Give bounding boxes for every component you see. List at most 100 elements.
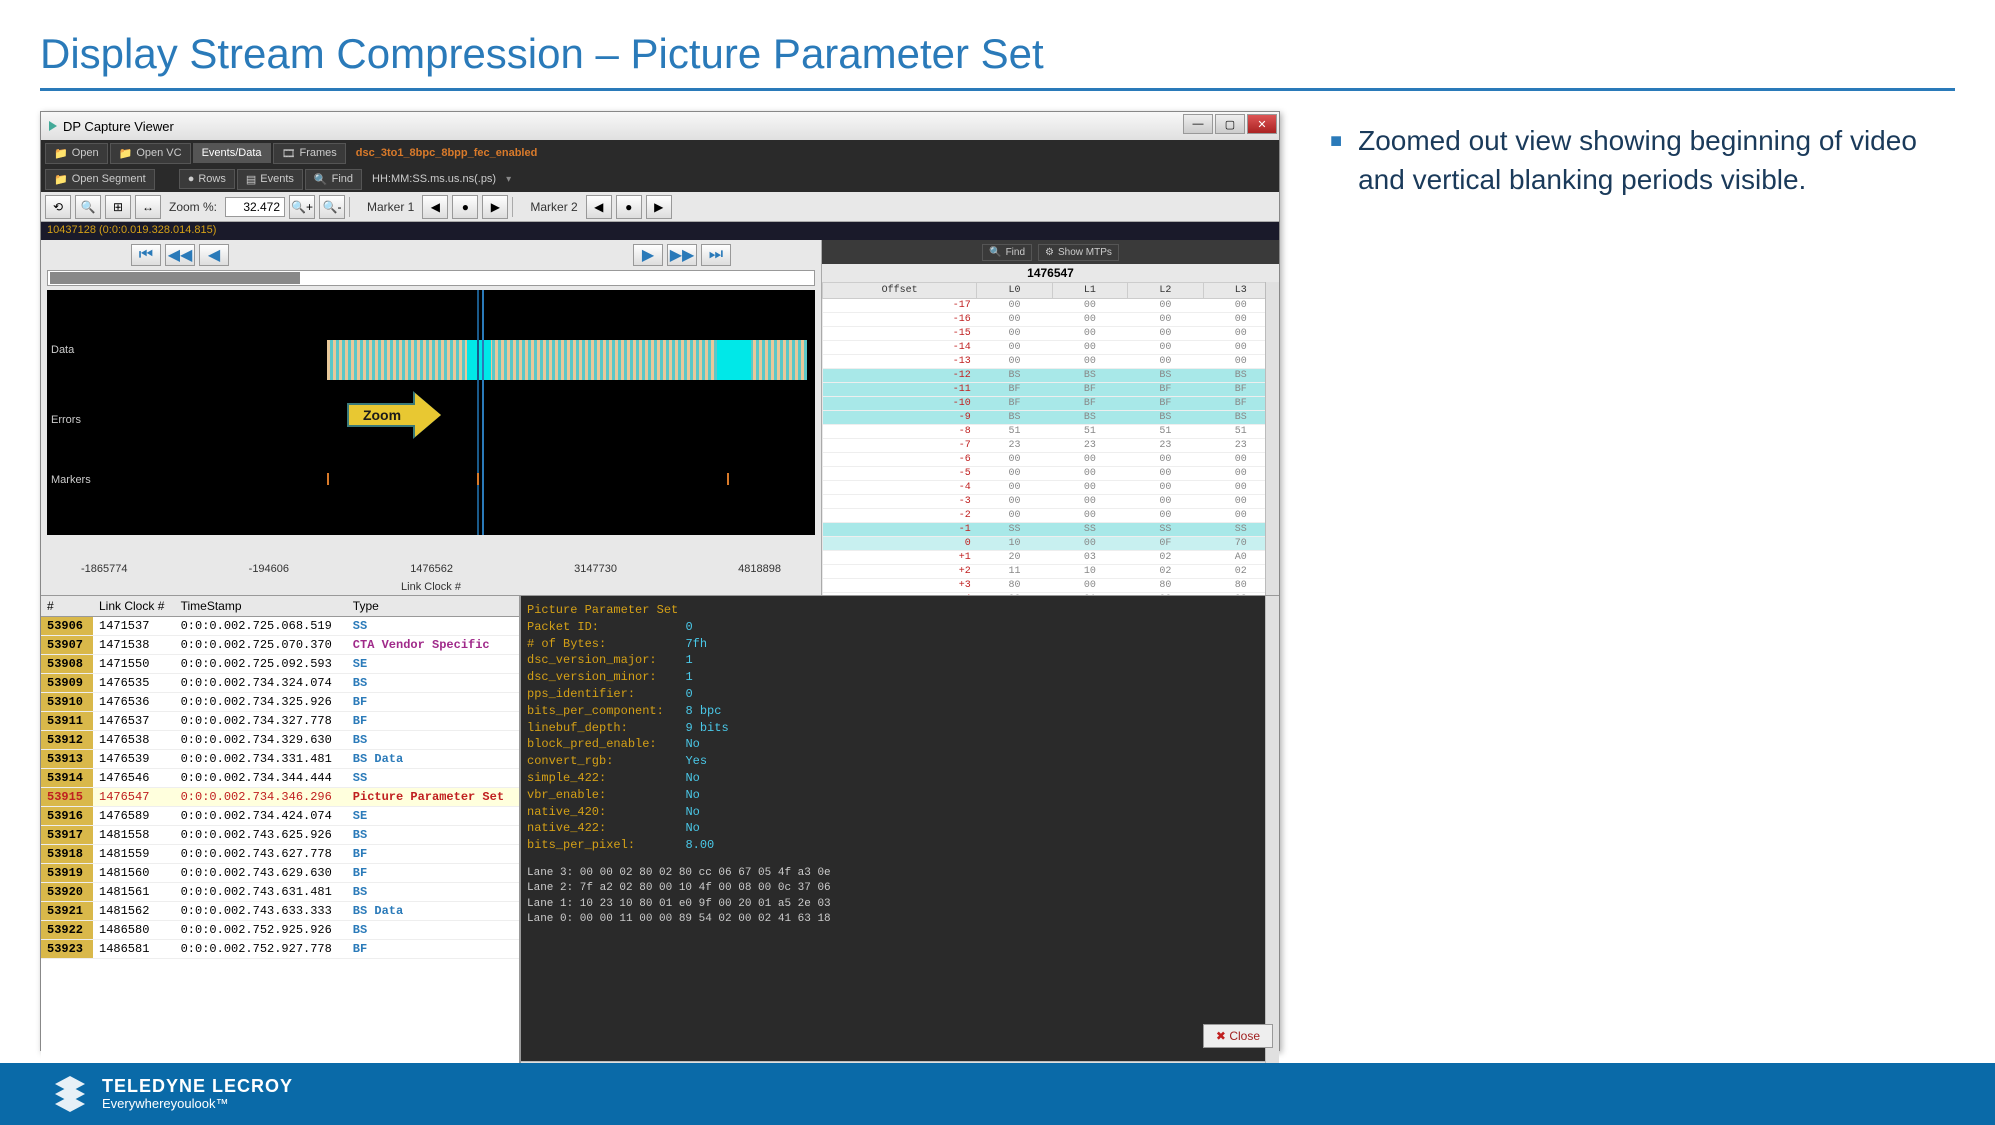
nav-rewind[interactable]: ◀◀ bbox=[165, 244, 195, 266]
hex-table: OffsetL0L1L2L3 -1700000000-1600000000-15… bbox=[822, 282, 1279, 595]
scrub-bar[interactable] bbox=[47, 270, 815, 286]
hex-row[interactable]: -12BSBSBSBS bbox=[823, 369, 1279, 383]
lane-dump: Lane 3: 00 00 02 80 02 80 cc 06 67 05 4f… bbox=[527, 866, 1273, 928]
waveform-axis: -1865774 -194606 1476562 3147730 4818898… bbox=[41, 561, 821, 595]
waveform-tick-2 bbox=[477, 473, 479, 485]
event-row[interactable]: 5391314765390:0:0.002.734.331.481BS Data bbox=[41, 750, 519, 769]
find-button[interactable]: 🔍 Find bbox=[305, 169, 362, 190]
marker2-next[interactable]: ▶ bbox=[646, 195, 672, 219]
event-row[interactable]: 5391514765470:0:0.002.734.346.296Picture… bbox=[41, 788, 519, 807]
hex-row[interactable]: -1300000000 bbox=[823, 355, 1279, 369]
hex-row[interactable]: -500000000 bbox=[823, 467, 1279, 481]
tool-btn-2[interactable]: 🔍 bbox=[75, 195, 101, 219]
event-table[interactable]: #Link Clock #TimeStampType 5390614715370… bbox=[41, 596, 519, 959]
marker1-next[interactable]: ▶ bbox=[482, 195, 508, 219]
events-button[interactable]: ▤ Events bbox=[237, 169, 303, 190]
hex-row[interactable]: -1SSSSSSSS bbox=[823, 523, 1279, 537]
detail-field: vbr_enable: No bbox=[527, 787, 1273, 804]
nav-prev[interactable]: ◀ bbox=[199, 244, 229, 266]
event-row[interactable]: 5391014765360:0:0.002.734.325.926BF bbox=[41, 693, 519, 712]
event-row[interactable]: 5391914815600:0:0.002.743.629.630BF bbox=[41, 864, 519, 883]
event-row[interactable]: 5390814715500:0:0.002.725.092.593SE bbox=[41, 655, 519, 674]
maximize-button[interactable]: ▢ bbox=[1215, 114, 1245, 134]
event-row[interactable]: 5391614765890:0:0.002.734.424.074SE bbox=[41, 807, 519, 826]
side-find-button[interactable]: 🔍 Find bbox=[982, 244, 1032, 261]
detail-field: bits_per_pixel: 8.00 bbox=[527, 837, 1273, 854]
status-bar: 10437128 (0:0:0.019.328.014.815) bbox=[41, 222, 1279, 240]
hex-row[interactable]: -11BFBFBFBF bbox=[823, 383, 1279, 397]
events-data-tab[interactable]: Events/Data bbox=[193, 143, 271, 163]
event-row[interactable]: 5390714715380:0:0.002.725.070.370CTA Ven… bbox=[41, 636, 519, 655]
event-row[interactable]: 5391814815590:0:0.002.743.627.778BF bbox=[41, 845, 519, 864]
waveform-data-strip bbox=[327, 340, 807, 380]
hex-scrollbar[interactable] bbox=[1265, 282, 1279, 595]
detail-scrollbar[interactable] bbox=[1265, 596, 1279, 1075]
zoom-label: Zoom %: bbox=[165, 200, 221, 214]
hex-row[interactable]: +400010002 bbox=[823, 593, 1279, 596]
zoom-out-button[interactable]: 🔍- bbox=[319, 195, 345, 219]
waveform-area[interactable]: Data Errors Markers Zoom bbox=[47, 290, 815, 535]
event-row[interactable]: 5391214765380:0:0.002.734.329.630BS bbox=[41, 731, 519, 750]
hex-row[interactable]: -9BSBSBSBS bbox=[823, 411, 1279, 425]
marker1-prev[interactable]: ◀ bbox=[422, 195, 448, 219]
rows-button[interactable]: ● Rows bbox=[179, 169, 235, 189]
hex-row[interactable]: -10BFBFBFBF bbox=[823, 397, 1279, 411]
hex-row[interactable]: -300000000 bbox=[823, 495, 1279, 509]
hex-row[interactable]: +1200302A0 bbox=[823, 551, 1279, 565]
marker1-center[interactable]: ● bbox=[452, 195, 478, 219]
event-row[interactable]: 5392214865800:0:0.002.752.925.926BS bbox=[41, 921, 519, 940]
hex-row[interactable]: -1400000000 bbox=[823, 341, 1279, 355]
detail-field: simple_422: No bbox=[527, 770, 1273, 787]
open-segment-button[interactable]: 📁 Open Segment bbox=[45, 169, 155, 190]
event-row[interactable]: 5391114765370:0:0.002.734.327.778BF bbox=[41, 712, 519, 731]
open-button[interactable]: 📁 Open bbox=[45, 143, 108, 164]
marker1-label: Marker 1 bbox=[363, 200, 418, 214]
hex-row[interactable]: -200000000 bbox=[823, 509, 1279, 523]
side-header-number: 1476547 bbox=[822, 264, 1279, 282]
nav-forward[interactable]: ▶▶ bbox=[667, 244, 697, 266]
close-button[interactable]: Close bbox=[1203, 1024, 1273, 1048]
waveform-marker-line[interactable] bbox=[477, 290, 479, 535]
event-row[interactable]: 5391714815580:0:0.002.743.625.926BS bbox=[41, 826, 519, 845]
marker2-prev[interactable]: ◀ bbox=[586, 195, 612, 219]
event-row[interactable]: 5390914765350:0:0.002.734.324.074BS bbox=[41, 674, 519, 693]
tool-btn-1[interactable]: ⟲ bbox=[45, 195, 71, 219]
hex-row[interactable]: 010000F70 bbox=[823, 537, 1279, 551]
marker2-center[interactable]: ● bbox=[616, 195, 642, 219]
frames-tab[interactable]: 🎞 Frames bbox=[273, 143, 346, 164]
hex-row[interactable]: -851515151 bbox=[823, 425, 1279, 439]
nav-first[interactable]: ⏮ bbox=[131, 244, 161, 266]
waveform-marker-line-2[interactable] bbox=[482, 290, 484, 535]
zoom-in-button[interactable]: 🔍+ bbox=[289, 195, 315, 219]
hex-row[interactable]: -1500000000 bbox=[823, 327, 1279, 341]
detail-field: native_420: No bbox=[527, 804, 1273, 821]
waveform-errors-label: Errors bbox=[45, 410, 87, 430]
hex-row[interactable]: +380008080 bbox=[823, 579, 1279, 593]
hex-row[interactable]: -1600000000 bbox=[823, 313, 1279, 327]
nav-next[interactable]: ▶ bbox=[633, 244, 663, 266]
zoom-input[interactable] bbox=[225, 197, 285, 217]
minimize-button[interactable]: — bbox=[1183, 114, 1213, 134]
hex-side-panel: 🔍 Find ⚙ Show MTPs 1476547 OffsetL0L1L2L… bbox=[821, 240, 1279, 595]
show-mtps-button[interactable]: ⚙ Show MTPs bbox=[1038, 244, 1119, 261]
hex-row[interactable]: -600000000 bbox=[823, 453, 1279, 467]
open-vc-button[interactable]: 📁 Open VC bbox=[110, 143, 191, 164]
tool-btn-3[interactable]: ⊞ bbox=[105, 195, 131, 219]
event-row[interactable]: 5390614715370:0:0.002.725.068.519SS bbox=[41, 617, 519, 636]
window-title: DP Capture Viewer bbox=[63, 119, 174, 134]
zoom-arrow-callout: Zoom bbox=[347, 395, 457, 435]
tool-btn-4[interactable]: ↔ bbox=[135, 195, 161, 219]
event-row[interactable]: 5392014815610:0:0.002.743.631.481BS bbox=[41, 883, 519, 902]
hex-row[interactable]: -400000000 bbox=[823, 481, 1279, 495]
close-window-button[interactable]: ✕ bbox=[1247, 114, 1277, 134]
hex-row[interactable]: -723232323 bbox=[823, 439, 1279, 453]
nav-last[interactable]: ⏭ bbox=[701, 244, 731, 266]
capture-viewer-window: DP Capture Viewer — ▢ ✕ 📁 Open 📁 Open VC… bbox=[40, 111, 1280, 1051]
hex-row[interactable]: -1700000000 bbox=[823, 299, 1279, 313]
event-row[interactable]: 5392114815620:0:0.002.743.633.333BS Data bbox=[41, 902, 519, 921]
hex-row[interactable]: +211100202 bbox=[823, 565, 1279, 579]
scrub-thumb[interactable] bbox=[50, 272, 300, 284]
bullet-marker: ■ bbox=[1330, 127, 1342, 199]
event-row[interactable]: 5392314865810:0:0.002.752.927.778BF bbox=[41, 940, 519, 959]
event-row[interactable]: 5391414765460:0:0.002.734.344.444SS bbox=[41, 769, 519, 788]
